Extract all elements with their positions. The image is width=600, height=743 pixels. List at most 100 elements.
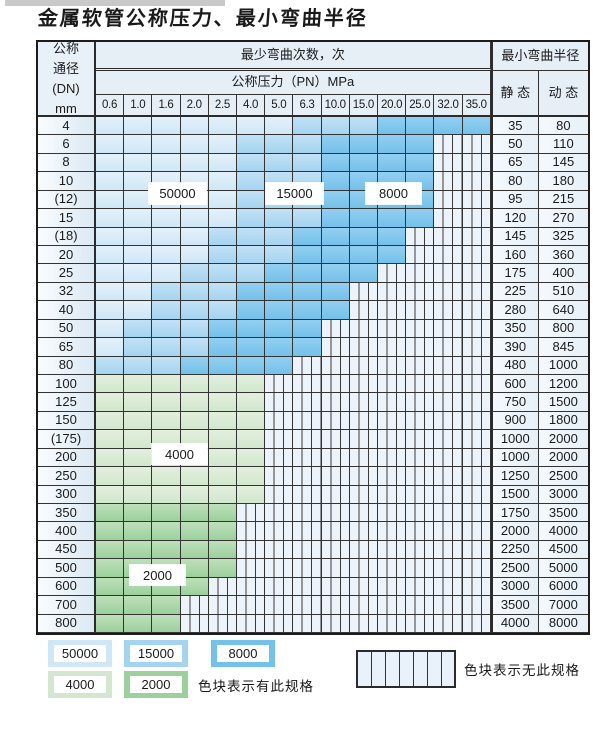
no-spec-cell (265, 596, 294, 615)
spec-available-cell (152, 614, 181, 633)
no-spec-cell (265, 522, 294, 541)
spec-available-cell (237, 393, 266, 412)
static-value-cell: 80 (490, 172, 539, 191)
spec-available-cell (237, 301, 266, 320)
spec-available-cell (406, 135, 435, 154)
spec-available-cell (180, 301, 209, 320)
spec-available-cell (208, 246, 237, 265)
no-spec-cell (462, 596, 491, 615)
spec-available-cell (124, 301, 153, 320)
no-spec-cell (434, 504, 463, 523)
no-spec-cell (462, 135, 491, 154)
dn-cell: 250 (38, 467, 96, 486)
no-spec-cell (349, 467, 378, 486)
spec-available-cell (152, 319, 181, 339)
spec-available-cell (152, 596, 181, 615)
spec-available-cell (349, 246, 378, 265)
spec-available-cell (321, 153, 350, 173)
no-spec-cell (434, 411, 463, 431)
no-spec-cell (434, 356, 463, 375)
no-spec-cell (378, 540, 407, 560)
static-value-cell: 1500 (490, 485, 539, 504)
dn-cell: 20 (38, 246, 96, 265)
no-spec-cell (349, 485, 378, 504)
corner-header-line: mm (55, 101, 77, 116)
spec-available-cell (124, 485, 153, 504)
legend-no-spec-swatch (356, 650, 456, 688)
dynamic-value-cell: 510 (538, 282, 588, 302)
static-value-cell: 2250 (490, 540, 539, 560)
pressure-radius-table: 公称 通径 (DN) mm 最少弯曲次数，次 最小弯曲半径 公称压力（PN）MPa 静 态动 … (36, 40, 590, 635)
no-spec-cell (349, 504, 378, 523)
no-spec-cell (349, 448, 378, 468)
spec-available-cell (124, 319, 153, 339)
no-spec-cell (237, 559, 266, 578)
spec-available-cell (152, 504, 181, 523)
spec-available-cell (152, 356, 181, 375)
spec-available-cell (180, 246, 209, 265)
no-spec-cell (434, 135, 463, 154)
legend-swatch-value: 2000 (130, 676, 182, 693)
spec-available-cell (321, 190, 350, 210)
pressure-tick: 5.0 (265, 95, 294, 117)
static-value-cell: 3000 (490, 577, 539, 597)
no-spec-cell (462, 338, 491, 357)
dynamic-value-cell: 1000 (538, 356, 588, 375)
dn-cell: 200 (38, 448, 96, 468)
no-spec-cell (293, 596, 322, 615)
pressure-tick: 2.0 (180, 95, 209, 117)
spec-available-cell (96, 190, 125, 210)
static-value-cell: 1000 (490, 430, 539, 449)
spec-available-cell (96, 504, 125, 523)
static-value-cell: 175 (490, 264, 539, 283)
dn-cell: 80 (38, 356, 96, 375)
no-spec-cell (321, 430, 350, 449)
dynamic-value-cell: 110 (538, 135, 588, 154)
spec-available-cell (180, 522, 209, 541)
spec-available-cell (180, 117, 209, 136)
pressure-tick: 32.0 (434, 95, 463, 117)
no-spec-cell (293, 393, 322, 412)
spec-available-cell (208, 411, 237, 431)
no-spec-cell (293, 467, 322, 486)
pressure-tick: 25.0 (406, 95, 435, 117)
spec-available-cell (180, 227, 209, 246)
radius-header: 最小弯曲半径 (490, 42, 588, 71)
spec-available-cell (96, 430, 125, 449)
spec-available-cell (208, 264, 237, 283)
spec-available-cell (124, 540, 153, 560)
dn-cell: 8 (38, 153, 96, 173)
spec-available-cell (96, 559, 125, 578)
spec-available-cell (265, 301, 294, 320)
no-spec-cell (180, 596, 209, 615)
no-spec-cell (434, 540, 463, 560)
dn-cell: (175) (38, 430, 96, 449)
spec-available-cell (208, 338, 237, 357)
dynamic-value-cell: 4000 (538, 522, 588, 541)
spec-available-cell (124, 356, 153, 375)
no-spec-cell (321, 540, 350, 560)
spec-available-cell (378, 117, 407, 136)
spec-available-cell (293, 282, 322, 302)
no-spec-cell (265, 577, 294, 597)
no-spec-cell (265, 430, 294, 449)
dynamic-value-cell: 5000 (538, 559, 588, 578)
no-spec-cell (406, 246, 435, 265)
pressure-tick: 10.0 (321, 95, 350, 117)
no-spec-cell (462, 282, 491, 302)
legend-swatch-2000: 2000 (124, 671, 188, 698)
spec-available-cell (208, 559, 237, 578)
no-spec-cell (208, 577, 237, 597)
static-value-cell: 900 (490, 411, 539, 431)
static-value-cell: 1250 (490, 467, 539, 486)
no-spec-cell (349, 430, 378, 449)
no-spec-cell (406, 301, 435, 320)
corner-header-line: 公称 (52, 42, 79, 56)
dn-cell: 6 (38, 135, 96, 154)
spec-available-cell (152, 135, 181, 154)
spec-available-cell (96, 282, 125, 302)
legend-swatch-value: 15000 (130, 645, 182, 662)
no-spec-cell (349, 319, 378, 339)
no-spec-cell (434, 172, 463, 191)
no-spec-cell (406, 577, 435, 597)
